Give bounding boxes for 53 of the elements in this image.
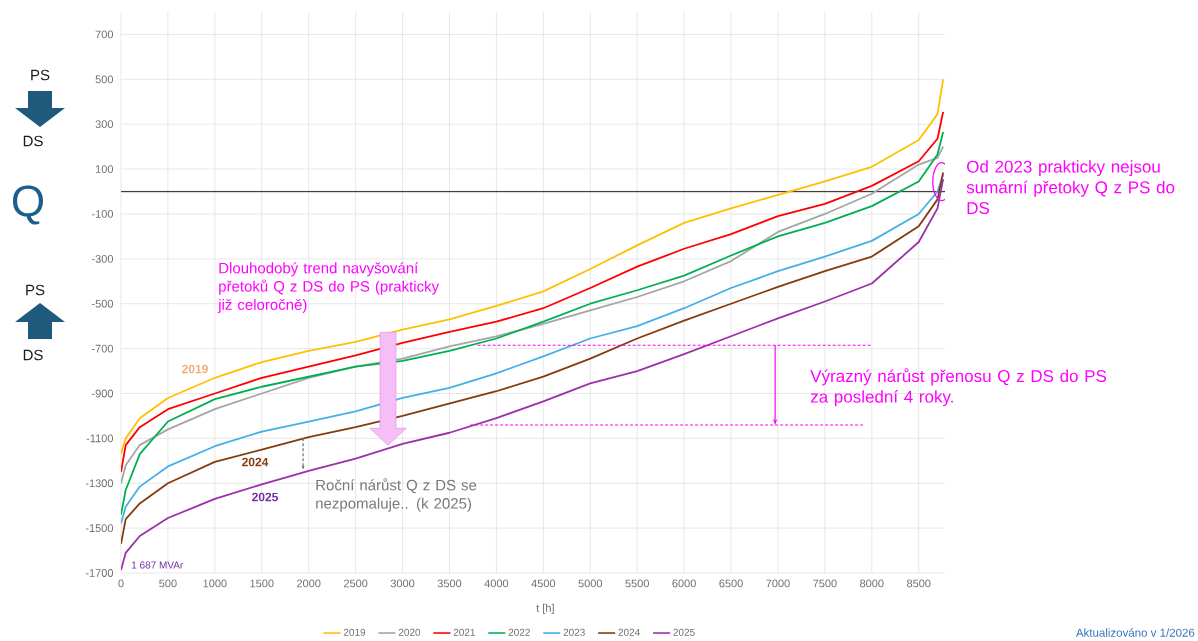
annotation: Dlouhodobý trend navyšování přetoků Q z DS do PS (prakticky již celoročně) — [217, 262, 440, 313]
annotation: 2025 — [252, 492, 279, 502]
text: Q — [12, 185, 44, 225]
x-tick-label: 5000 — [578, 579, 603, 588]
annotation: 2024 — [242, 457, 269, 467]
legend-label: 2020 — [398, 628, 421, 636]
y-tick-label: -1700 — [85, 569, 114, 577]
x-tick-label: 4000 — [484, 579, 509, 588]
text: Od 2023 prakticky nejsou sumární přetoky Q z PS do DS — [966, 160, 1175, 215]
y-tick-label: 500 — [95, 75, 114, 84]
y-tick-label: -1300 — [85, 479, 114, 488]
legend-label: 2021 — [453, 628, 475, 636]
x-tick-label: 2000 — [297, 579, 321, 588]
x-tick-label: 1000 — [203, 579, 227, 588]
x-tick-label: 2500 — [343, 579, 368, 588]
x-tick-label: 6500 — [719, 579, 743, 588]
x-tick-label: 8500 — [906, 579, 931, 588]
x-tick-label: 7500 — [813, 579, 837, 588]
y-tick-label: -900 — [91, 389, 114, 398]
legend-label: 2024 — [618, 628, 640, 636]
legend-label: 2022 — [508, 628, 530, 636]
y-tick-label: 300 — [95, 120, 114, 129]
text: PS — [26, 284, 45, 296]
annotation: 1 687 MVAr — [131, 561, 184, 569]
annotation: Roční nárůst Q z DS se nezpomaluje.. (k 2025) — [316, 478, 477, 512]
x-tick-label: 500 — [159, 579, 177, 588]
legend-label: 2023 — [563, 628, 585, 636]
annotation: Výrazný nárůst přenosu Q z DS do PS za poslední 4 roky. — [810, 368, 1107, 407]
x-tick-label: 5500 — [625, 579, 649, 588]
text: DS — [23, 135, 43, 147]
text: PS — [31, 69, 50, 81]
text: Aktualizováno v 1/2026 — [1075, 628, 1195, 637]
x-tick-label: 4500 — [531, 579, 556, 588]
x-tick-label: 7000 — [766, 579, 790, 588]
x-axis-title: t [h] — [536, 603, 554, 615]
legend-label: 2019 — [343, 628, 366, 636]
x-tick-label: 8000 — [860, 579, 884, 588]
y-tick-label: -1100 — [86, 434, 114, 443]
y-tick-label: 100 — [95, 165, 114, 173]
x-tick-label: 0 — [118, 579, 124, 588]
x-tick-label: 3500 — [437, 579, 462, 588]
y-tick-label: -300 — [91, 254, 114, 263]
x-tick-label: 3000 — [390, 579, 415, 588]
y-tick-label: 700 — [95, 30, 114, 39]
annotation: 2019 — [182, 364, 208, 374]
y-tick-label: -700 — [91, 344, 114, 353]
y-tick-label: -500 — [91, 299, 114, 308]
y-tick-label: -1500 — [85, 524, 114, 533]
y-tick-label: -100 — [91, 210, 114, 218]
x-tick-label: 6000 — [672, 579, 696, 588]
text: DS — [23, 349, 43, 361]
x-tick-label: 1500 — [250, 579, 274, 588]
legend-label: 2025 — [673, 628, 695, 636]
